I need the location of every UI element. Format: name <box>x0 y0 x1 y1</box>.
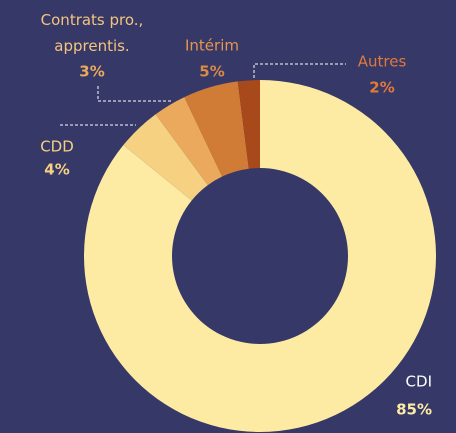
slice-label: Contrats pro., apprentis. <box>41 11 144 55</box>
slice-label: CDD <box>40 138 74 156</box>
value-label: 5% <box>199 63 224 81</box>
donut-slice <box>184 81 249 177</box>
value-label: 3% <box>79 63 104 81</box>
value-label: 4% <box>44 161 69 179</box>
leader-line <box>253 63 346 78</box>
donut-slice <box>83 80 437 433</box>
donut-slice <box>155 97 223 186</box>
donut-slice <box>237 80 260 169</box>
leader-line <box>97 86 172 102</box>
value-label: 85% <box>396 401 432 419</box>
slice-label: Autres <box>358 53 407 71</box>
donut-slice <box>123 114 208 201</box>
slice-label: CDI <box>406 373 432 391</box>
slice-label: Intérim <box>185 37 239 55</box>
value-label: 2% <box>369 79 394 97</box>
